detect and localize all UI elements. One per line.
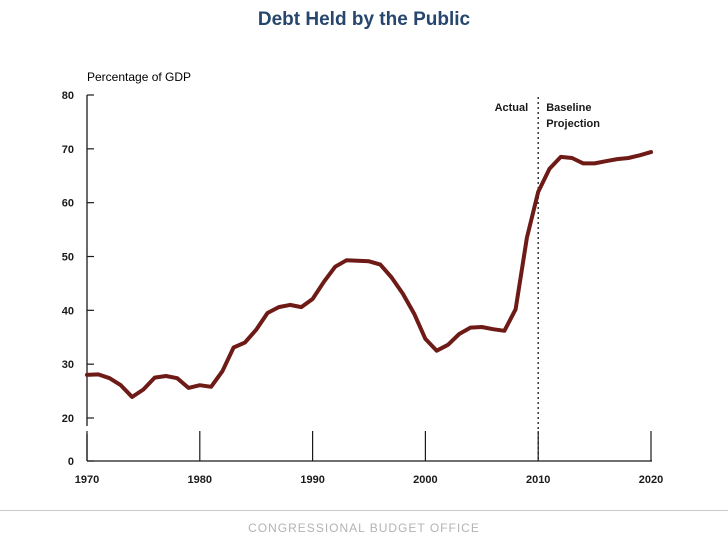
footer-divider [0,510,728,511]
x-tick-label: 2020 [639,474,663,486]
x-tick-label: 1990 [300,474,324,486]
y-tick-label: 20 [62,413,74,425]
actual-label: Actual [495,102,529,114]
projection-label: Projection [546,118,600,130]
x-tick-label: 1980 [188,474,212,486]
baseline-label: Baseline [546,102,591,114]
y-tick-label: 50 [62,252,74,264]
footer-text: CONGRESSIONAL BUDGET OFFICE [248,521,480,535]
chart-title: Debt Held by the Public [257,9,471,30]
x-tick-label: 1970 [75,474,99,486]
debt-series-line [85,150,653,399]
y-tick-label: 70 [62,144,74,156]
y-tick-label: 80 [62,90,74,102]
x-tick-label: 2000 [413,474,437,486]
y-axis-title: Percentage of GDP [87,70,192,84]
y-tick-label: 0 [68,456,74,468]
x-tick-label: 2010 [526,474,550,486]
y-tick-label: 60 [62,198,74,210]
y-tick-label: 40 [62,305,74,317]
y-tick-label: 30 [62,359,74,371]
